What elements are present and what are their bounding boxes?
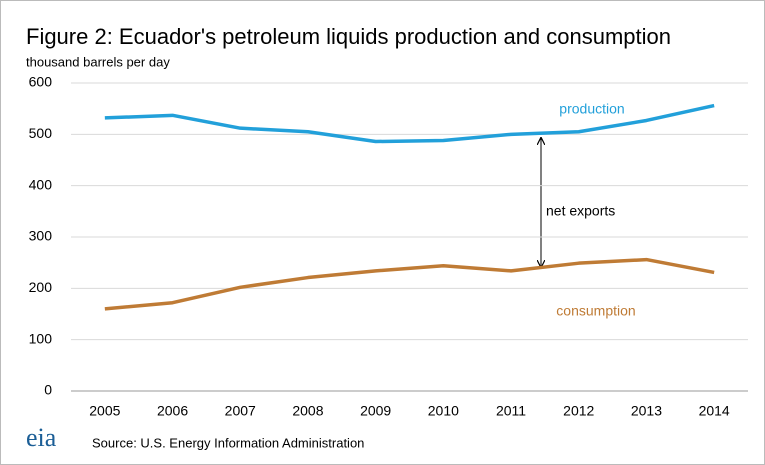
- x-tick-label: 2007: [225, 403, 256, 419]
- x-tick-label: 2013: [631, 403, 662, 419]
- series-line: [104, 103, 715, 144]
- x-tick-label: 2012: [563, 403, 594, 419]
- y-tick-label: 500: [29, 125, 53, 141]
- series-label: consumption: [556, 303, 635, 319]
- chart-subtitle: thousand barrels per day: [26, 54, 170, 69]
- y-tick-label: 400: [29, 176, 53, 192]
- x-tick-label: 2011: [496, 403, 526, 419]
- series-line: [104, 257, 715, 311]
- annotation: net exports: [546, 203, 615, 219]
- x-tick-label: 2010: [428, 403, 459, 419]
- y-tick-label: 100: [29, 330, 53, 346]
- logo: eia: [26, 423, 57, 452]
- y-tick-label: 200: [29, 279, 53, 295]
- series-label: production: [559, 101, 624, 117]
- source: Source: U.S. Energy Information Administ…: [92, 435, 364, 450]
- x-tick-label: 2008: [292, 403, 323, 419]
- x-tick-label: 2005: [89, 403, 120, 419]
- x-tick-label: 2006: [157, 403, 188, 419]
- y-tick-label: 0: [44, 382, 52, 398]
- y-tick-label: 600: [29, 74, 53, 90]
- chart-title: Figure 2: Ecuador's petroleum liquids pr…: [26, 24, 671, 49]
- x-tick-label: 2014: [699, 403, 730, 419]
- x-tick-label: 2009: [360, 403, 391, 419]
- y-tick-label: 300: [29, 228, 53, 244]
